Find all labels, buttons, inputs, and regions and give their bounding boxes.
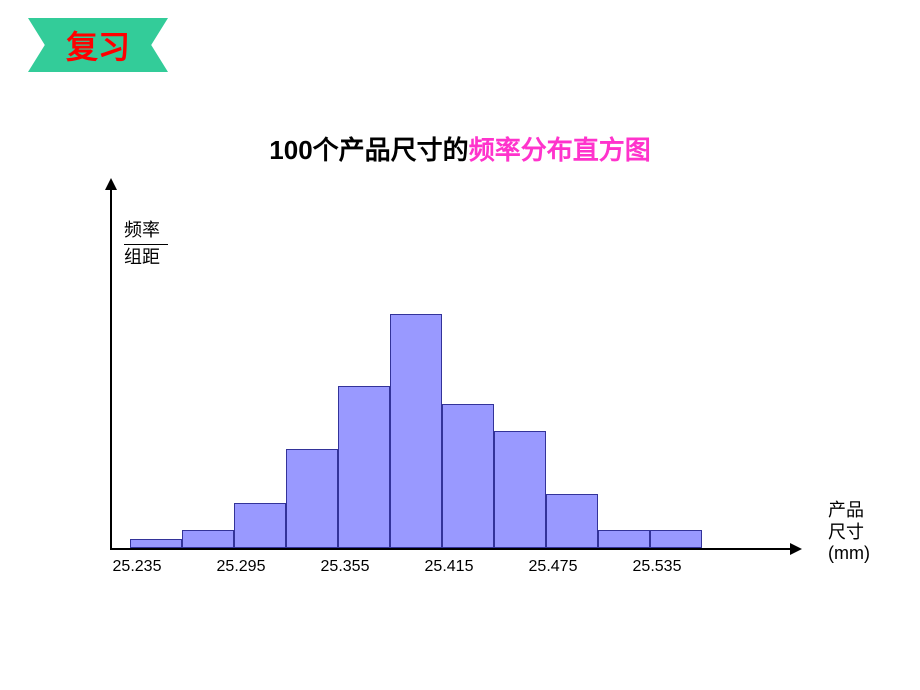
x-label-line3: (mm) <box>828 543 870 565</box>
x-tick-labels: 25.23525.29525.35525.41525.47525.535 <box>130 558 702 582</box>
y-label-numerator: 频率 <box>124 220 168 242</box>
histogram-bar <box>546 494 598 548</box>
histogram-bar <box>338 386 390 548</box>
histogram-bar <box>442 404 494 548</box>
review-ribbon: 复习 <box>28 18 168 72</box>
histogram-bar <box>234 503 286 548</box>
histogram-bar <box>650 530 702 548</box>
histogram-bar <box>598 530 650 548</box>
x-tick-label: 25.535 <box>622 558 692 576</box>
x-tick-label: 25.295 <box>206 558 276 576</box>
x-axis <box>110 548 790 550</box>
x-tick-label: 25.415 <box>414 558 484 576</box>
x-label-line2: 尺寸 <box>828 522 870 544</box>
fraction-line <box>124 244 168 245</box>
histogram-bar <box>494 431 546 548</box>
x-axis-arrow <box>790 543 802 555</box>
x-axis-label: 产品 尺寸 (mm) <box>828 500 870 565</box>
histogram-bar <box>182 530 234 548</box>
x-label-line1: 产品 <box>828 500 870 522</box>
title-prefix: 100个产品尺寸的 <box>269 135 468 165</box>
histogram-bar <box>130 539 182 548</box>
histogram-bar <box>286 449 338 548</box>
ribbon-text: 复习 <box>66 29 130 65</box>
y-axis-arrow <box>105 178 117 190</box>
chart-title: 100个产品尺寸的频率分布直方图 <box>0 130 920 167</box>
y-axis-label: 频率 组距 <box>124 220 168 268</box>
y-axis <box>110 190 112 550</box>
histogram-chart: 频率 组距 产品 尺寸 (mm) 25.23525.29525.35525.41… <box>110 170 810 590</box>
x-tick-label: 25.355 <box>310 558 380 576</box>
x-tick-label: 25.235 <box>102 558 172 576</box>
histogram-bars <box>130 314 702 548</box>
title-highlight: 频率分布直方图 <box>469 135 651 165</box>
histogram-bar <box>390 314 442 548</box>
x-tick-label: 25.475 <box>518 558 588 576</box>
y-label-denominator: 组距 <box>124 247 168 269</box>
